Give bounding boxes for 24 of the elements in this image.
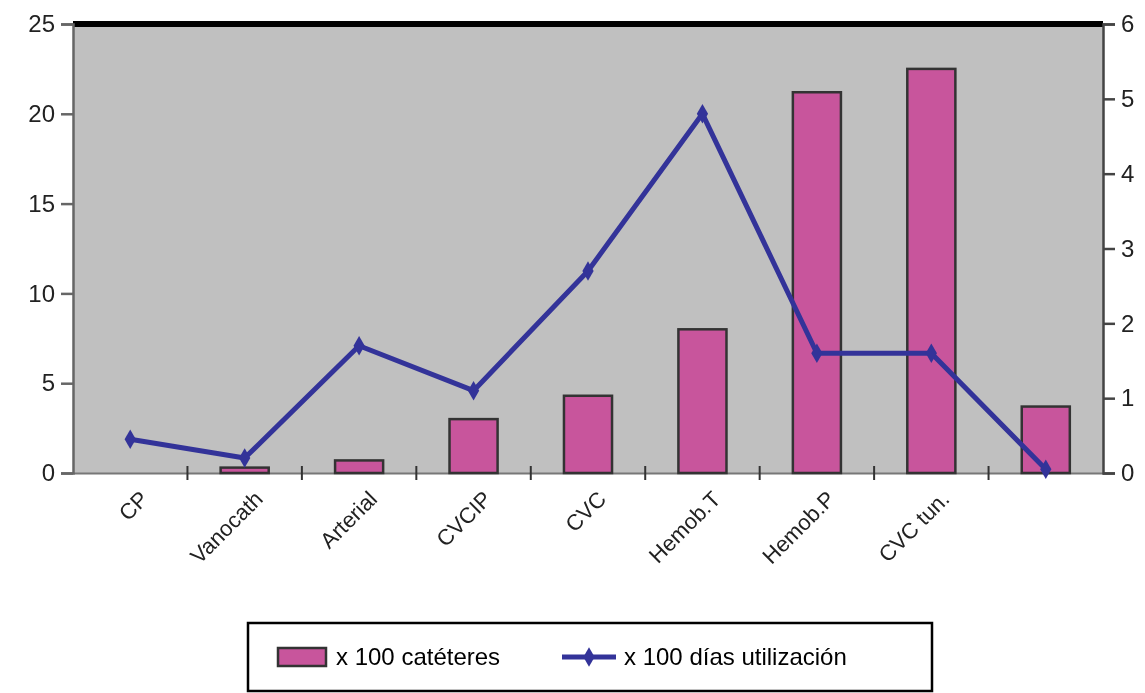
- legend-label: x 100 catéteres: [336, 643, 501, 671]
- y-tick-label: 15: [28, 189, 55, 217]
- bar: [1020, 405, 1072, 475]
- bar: [333, 459, 385, 475]
- bar: [677, 328, 728, 475]
- y-tick-label: 25: [28, 10, 55, 38]
- bar: [791, 91, 843, 475]
- y2-tick-label: 0: [1121, 459, 1135, 487]
- bar: [448, 417, 499, 475]
- y-tick-label: 0: [41, 459, 55, 487]
- y2-tick-label: 2: [1121, 309, 1135, 337]
- y-tick-label: 10: [28, 279, 55, 307]
- y2-tick-label: 6: [1121, 10, 1135, 38]
- x-tick-label: CP: [113, 486, 154, 526]
- y-tick-label: 20: [28, 99, 55, 127]
- bar: [562, 394, 614, 475]
- y2-tick-label: 3: [1121, 234, 1135, 262]
- y2-tick-label: 5: [1121, 85, 1135, 113]
- y2-tick-label: 4: [1121, 159, 1135, 187]
- bar: [219, 466, 270, 475]
- legend-label: x 100 días utilización: [624, 643, 847, 671]
- y2-tick-label: 1: [1121, 384, 1135, 412]
- y-tick-label: 5: [41, 369, 55, 397]
- bar: [906, 67, 957, 475]
